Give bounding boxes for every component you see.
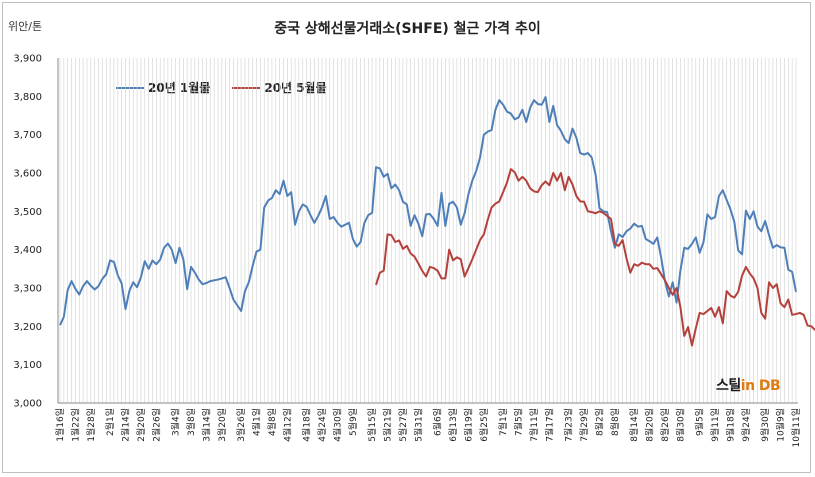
y-tick-label: 3,800 [13, 92, 42, 103]
x-tick-label: 7월1일 [497, 408, 509, 436]
x-tick-label: 4월30일 [331, 408, 343, 442]
x-tick-label: 6월19일 [462, 408, 474, 442]
y-tick-label: 3,900 [13, 54, 42, 65]
x-tick-label: 6월25일 [478, 408, 490, 442]
y-tick-label: 3,400 [13, 245, 42, 256]
legend-label-may: 20년 5월물 [264, 81, 327, 95]
x-tick-label: 5월9일 [347, 408, 359, 436]
x-tick-label: 9월11일 [709, 408, 721, 442]
series-line-may [375, 168, 815, 347]
x-tick-label: 2월20일 [135, 408, 147, 442]
x-tick-label: 9월18일 [724, 408, 736, 442]
x-tick-label: 7월29일 [578, 408, 590, 442]
legend-swatch-jan [116, 86, 144, 89]
legend-swatch-may [232, 86, 261, 89]
x-tick-label: 7월5일 [513, 408, 525, 436]
x-tick-label: 8월20일 [644, 408, 656, 442]
y-tick-label: 3,000 [13, 399, 42, 410]
x-tick-label: 2월14일 [120, 408, 132, 442]
vertical-gridlines [59, 58, 797, 403]
x-tick-label: 3월8일 [185, 408, 197, 436]
x-tick-label: 7월23일 [563, 408, 575, 442]
x-tick-label: 3월20일 [216, 408, 228, 442]
x-tick-label: 3월4일 [170, 408, 182, 436]
x-tick-label: 10월9일 [775, 408, 787, 442]
x-tick-label: 8월30일 [674, 408, 686, 442]
x-tick-label: 4월1일 [251, 408, 263, 436]
x-tick-label: 8월2일 [593, 408, 605, 436]
series-line-jan [59, 96, 797, 326]
x-tick-label: 10월11일 [790, 408, 802, 447]
x-tick-label: 2월26일 [150, 408, 162, 442]
y-tick-label: 3,700 [13, 130, 42, 141]
y-tick-label: 3,200 [13, 322, 42, 333]
x-tick-label: 5월15일 [366, 408, 378, 442]
x-tick-label: 9월5일 [694, 408, 706, 436]
x-tick-label: 6월13일 [447, 408, 459, 442]
x-tick-label: 6월6일 [432, 408, 444, 436]
x-tick-label: 4월24일 [316, 408, 328, 442]
x-tick-label: 4월12일 [281, 408, 293, 442]
x-tick-label: 5월27일 [397, 408, 409, 442]
x-tick-label: 9월30일 [759, 408, 771, 442]
legend-item-may: 20년 5월물 [232, 79, 327, 96]
y-unit-label: 위안/톤 [8, 20, 43, 33]
x-tick-label: 8월14일 [628, 408, 640, 442]
y-tick-label: 3,100 [13, 360, 42, 371]
x-tick-label: 7월11일 [528, 408, 540, 442]
y-tick-label: 3,500 [13, 207, 42, 218]
x-tick-label: 5월21일 [382, 408, 394, 442]
x-tick-label: 9월24일 [740, 408, 752, 442]
steelin-db-logo: 스틸in DB [716, 378, 781, 394]
x-tick-label: 4월18일 [301, 408, 313, 442]
x-tick-label: 2월1일 [104, 408, 116, 436]
x-tick-label: 7월17일 [543, 408, 555, 442]
x-tick-label: 8월26일 [659, 408, 671, 442]
x-tick-label: 8월8일 [609, 408, 621, 436]
x-tick-label: 4월8일 [266, 408, 278, 436]
x-tick-label: 1월28일 [85, 408, 97, 442]
x-tick-label: 3월14일 [200, 408, 212, 442]
x-tick-label: 1월22일 [69, 408, 81, 442]
chart-title: 중국 상해선물거래소(SHFE) 철근 가격 추이 [274, 21, 541, 37]
y-tick-label: 3,300 [13, 284, 42, 295]
y-tick-label: 3,600 [13, 169, 42, 180]
x-tick-label: 5월31일 [412, 408, 424, 442]
x-tick-label: 1월16일 [54, 408, 66, 442]
x-tick-label: 3월26일 [235, 408, 247, 442]
